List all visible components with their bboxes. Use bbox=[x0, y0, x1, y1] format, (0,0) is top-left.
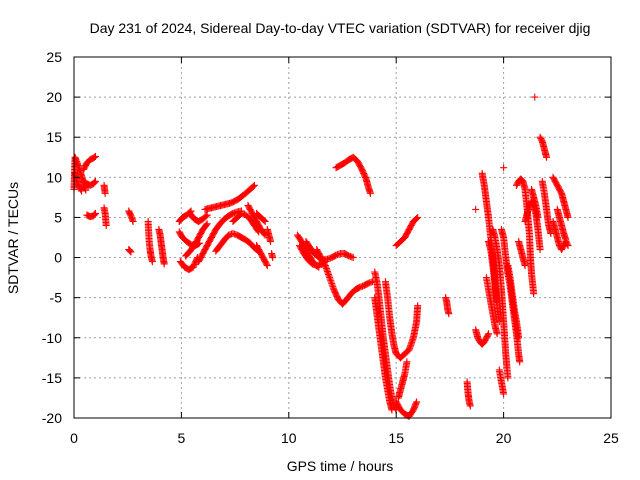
data-point bbox=[91, 210, 99, 218]
data-point bbox=[160, 260, 168, 268]
data-point bbox=[466, 402, 474, 410]
data-point bbox=[267, 238, 275, 246]
data-point bbox=[500, 390, 508, 398]
x-tick-label: 25 bbox=[603, 430, 619, 446]
data-point bbox=[91, 178, 99, 186]
data-point bbox=[563, 240, 571, 248]
x-tick-label: 20 bbox=[496, 430, 512, 446]
data-point bbox=[90, 211, 98, 219]
data-point bbox=[101, 189, 109, 197]
x-axis-label: GPS time / hours bbox=[287, 458, 394, 474]
data-point bbox=[269, 254, 277, 262]
x-tick-label: 10 bbox=[281, 430, 297, 446]
data-point bbox=[413, 214, 421, 222]
data-point bbox=[250, 181, 258, 189]
data-point bbox=[445, 310, 453, 318]
data-point bbox=[127, 248, 135, 256]
x-tick-label: 5 bbox=[178, 430, 186, 446]
y-axis-label: SDTVAR / TECUs bbox=[5, 182, 21, 294]
data-point bbox=[504, 374, 512, 382]
data-point bbox=[91, 209, 99, 217]
data-point bbox=[485, 330, 493, 338]
data-points bbox=[70, 93, 572, 420]
data-point bbox=[77, 186, 85, 194]
data-point bbox=[564, 242, 572, 250]
data-point bbox=[515, 334, 523, 342]
data-point bbox=[414, 302, 422, 310]
data-point bbox=[125, 246, 133, 254]
data-point bbox=[484, 331, 492, 339]
data-point bbox=[129, 217, 137, 225]
data-point bbox=[263, 262, 271, 270]
data-point bbox=[493, 330, 501, 338]
x-tick-label: 0 bbox=[70, 430, 78, 446]
data-point bbox=[90, 153, 98, 161]
data-point bbox=[78, 187, 86, 195]
y-tick-label: 20 bbox=[46, 89, 62, 105]
data-point bbox=[521, 262, 529, 270]
plot-frame bbox=[73, 56, 612, 419]
data-point bbox=[388, 406, 396, 414]
y-tick-label: 15 bbox=[46, 129, 62, 145]
data-point bbox=[414, 213, 422, 221]
data-point bbox=[261, 217, 269, 225]
data-point bbox=[126, 247, 134, 255]
data-point bbox=[148, 258, 156, 266]
data-point bbox=[260, 216, 268, 224]
data-point bbox=[263, 260, 271, 268]
data-point bbox=[91, 152, 99, 160]
data-point bbox=[536, 246, 544, 254]
data-point bbox=[562, 236, 570, 244]
y-tick-label: -20 bbox=[42, 410, 62, 426]
data-point bbox=[543, 153, 551, 161]
data-point bbox=[472, 205, 480, 213]
y-tick-label: 10 bbox=[46, 169, 62, 185]
data-point bbox=[564, 213, 572, 221]
data-point bbox=[366, 189, 374, 197]
data-point bbox=[403, 358, 411, 366]
data-point bbox=[203, 211, 211, 219]
y-tick-label: 0 bbox=[54, 250, 62, 266]
data-point bbox=[413, 398, 421, 406]
y-tick-label: -5 bbox=[50, 290, 63, 306]
axis-ticks: 0 5 10 15 20 25 -20 -15 -10 -5 0 5 10 15 20 25 bbox=[42, 49, 619, 446]
x-tick-label: 15 bbox=[388, 430, 404, 446]
y-tick-label: 25 bbox=[46, 49, 62, 65]
data-point bbox=[202, 212, 210, 220]
y-tick-label: -15 bbox=[42, 370, 62, 386]
y-tick-label: -10 bbox=[42, 330, 62, 346]
data-point bbox=[500, 164, 508, 172]
data-point bbox=[516, 358, 524, 366]
data-point bbox=[531, 93, 539, 101]
data-point bbox=[90, 179, 98, 187]
data-point bbox=[102, 221, 110, 229]
data-point bbox=[534, 213, 542, 221]
data-point bbox=[349, 254, 357, 262]
data-point bbox=[203, 220, 211, 228]
data-point bbox=[530, 290, 538, 298]
data-point bbox=[91, 177, 99, 185]
chart-title: Day 231 of 2024, Sidereal Day-to-day VTE… bbox=[90, 20, 591, 36]
data-point bbox=[202, 221, 210, 229]
y-tick-label: 5 bbox=[54, 209, 62, 225]
data-point bbox=[249, 182, 257, 190]
